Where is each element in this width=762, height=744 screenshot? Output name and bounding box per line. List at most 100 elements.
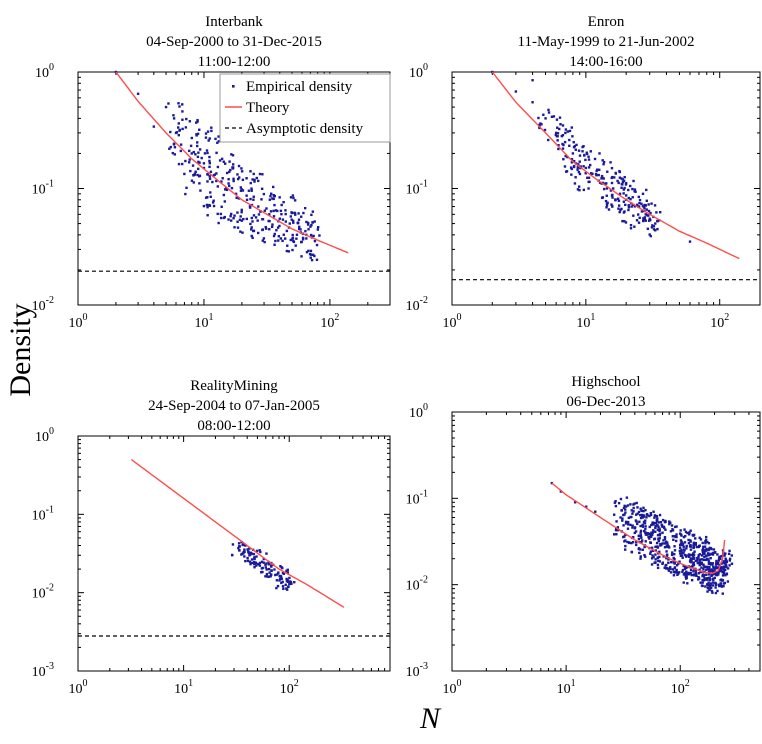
empirical-point: [654, 549, 658, 552]
empirical-point: [301, 236, 305, 240]
empirical-point: [730, 554, 733, 557]
empirical-point: [635, 540, 638, 544]
empirical-point: [652, 523, 655, 526]
empirical-point: [573, 501, 577, 504]
panel-title-line: 08:00-12:00: [197, 418, 270, 434]
x-tick-label: 100: [443, 678, 462, 697]
empirical-point: [643, 555, 647, 558]
empirical-point: [706, 586, 710, 590]
empirical-point: [721, 592, 724, 595]
empirical-point: [195, 144, 199, 148]
empirical-point: [559, 123, 562, 126]
empirical-point: [273, 203, 276, 207]
empirical-point: [699, 581, 702, 584]
empirical-point: [683, 528, 686, 531]
empirical-point: [259, 550, 262, 554]
empirical-point: [672, 538, 675, 541]
empirical-point: [701, 541, 704, 545]
empirical-point: [620, 509, 623, 512]
empirical-point: [573, 182, 577, 185]
empirical-point: [712, 577, 715, 580]
empirical-point: [645, 199, 648, 203]
empirical-point: [232, 179, 235, 183]
empirical-point: [658, 550, 661, 554]
empirical-point: [641, 516, 644, 519]
empirical-point: [710, 590, 714, 593]
empirical-point: [279, 237, 283, 240]
empirical-point: [636, 522, 639, 526]
empirical-point: [634, 513, 638, 516]
empirical-point: [656, 546, 660, 549]
empirical-point: [706, 552, 710, 555]
empirical-point: [211, 180, 214, 184]
empirical-point: [698, 568, 701, 571]
empirical-point: [209, 195, 212, 198]
empirical-point: [311, 253, 315, 256]
empirical-point: [270, 225, 274, 229]
empirical-point: [623, 210, 626, 213]
empirical-point: [643, 529, 646, 533]
empirical-point: [594, 172, 598, 176]
empirical-point: [711, 553, 715, 556]
empirical-point: [624, 203, 627, 207]
empirical-point: [311, 210, 315, 213]
empirical-point: [621, 180, 625, 184]
empirical-point: [200, 156, 203, 160]
empirical-point: [715, 565, 718, 569]
empirical-point: [248, 206, 252, 209]
empirical-point: [685, 573, 688, 576]
empirical-point: [313, 239, 317, 243]
empirical-point: [705, 568, 708, 571]
empirical-point: [709, 556, 712, 560]
empirical-point: [690, 559, 693, 562]
empirical-point: [286, 568, 289, 571]
empirical-point: [270, 569, 273, 572]
empirical-point: [698, 544, 701, 547]
empirical-point: [258, 549, 261, 552]
empirical-point: [714, 563, 718, 566]
empirical-point: [670, 524, 674, 527]
empirical-point: [285, 580, 289, 583]
empirical-point: [168, 147, 171, 150]
empirical-point: [715, 562, 718, 565]
empirical-point: [644, 508, 647, 512]
empirical-point: [627, 516, 631, 520]
empirical-point: [685, 547, 688, 550]
empirical-point: [667, 561, 670, 564]
empirical-point: [642, 217, 645, 220]
empirical-point: [612, 513, 616, 516]
empirical-point: [695, 574, 698, 577]
empirical-point: [291, 237, 294, 241]
empirical-point: [236, 226, 240, 229]
empirical-point: [704, 541, 707, 545]
empirical-point: [570, 126, 573, 129]
empirical-point: [656, 556, 659, 559]
empirical-point: [234, 192, 238, 196]
empirical-point: [682, 551, 685, 554]
empirical-point: [639, 513, 642, 517]
empirical-point: [669, 566, 672, 569]
empirical-point: [623, 535, 626, 538]
empirical-point: [309, 253, 313, 256]
empirical-point: [714, 582, 718, 585]
empirical-point: [658, 529, 661, 532]
empirical-point: [250, 216, 254, 220]
empirical-point: [556, 134, 559, 138]
empirical-point: [301, 238, 305, 241]
empirical-point: [650, 535, 653, 538]
empirical-point: [176, 126, 180, 129]
empirical-point: [678, 560, 681, 563]
empirical-point: [622, 188, 625, 191]
empirical-point: [648, 233, 651, 236]
empirical-point: [701, 550, 705, 553]
empirical-point: [654, 553, 657, 556]
empirical-point: [277, 571, 280, 574]
empirical-point: [181, 118, 184, 121]
empirical-point: [680, 540, 683, 544]
empirical-point: [689, 529, 692, 532]
empirical-point: [556, 139, 559, 142]
empirical-point: [722, 572, 726, 575]
empirical-point: [177, 122, 180, 125]
empirical-point: [220, 157, 224, 161]
empirical-point: [666, 543, 669, 546]
